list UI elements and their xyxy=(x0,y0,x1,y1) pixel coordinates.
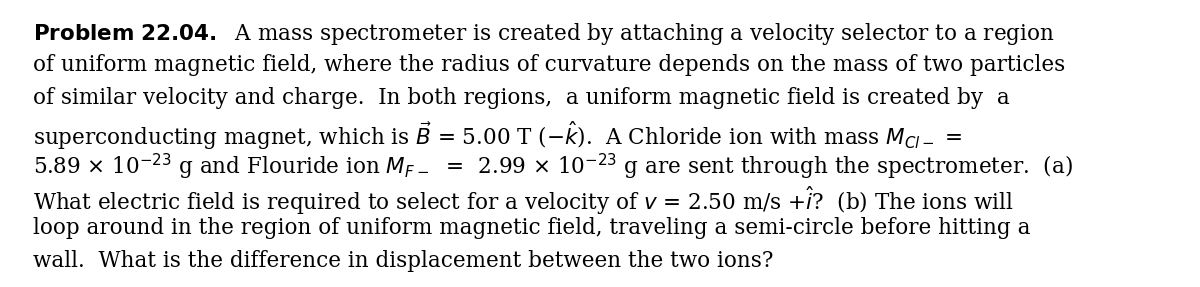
Text: $\mathbf{Problem\ 22.04.}$  A mass spectrometer is created by attaching a veloci: $\mathbf{Problem\ 22.04.}$ A mass spectr… xyxy=(34,21,1055,47)
Text: wall.  What is the difference in displacement between the two ions?: wall. What is the difference in displace… xyxy=(34,250,774,272)
Text: 5.89 $\times$ 10$^{-23}$ g and Flouride ion $M_{F-}$  =  2.99 $\times$ 10$^{-23}: 5.89 $\times$ 10$^{-23}$ g and Flouride … xyxy=(34,152,1073,182)
Text: loop around in the region of uniform magnetic field, traveling a semi-circle bef: loop around in the region of uniform mag… xyxy=(34,217,1031,239)
Text: superconducting magnet, which is $\vec{B}$ = 5.00 T ($-\hat{k}$).  A Chloride io: superconducting magnet, which is $\vec{B… xyxy=(34,119,962,152)
Text: of uniform magnetic field, where the radius of curvature depends on the mass of : of uniform magnetic field, where the rad… xyxy=(34,54,1066,76)
Text: What electric field is required to select for a velocity of $v$ = 2.50 m/s $+\ha: What electric field is required to selec… xyxy=(34,185,1014,218)
Text: of similar velocity and charge.  In both regions,  a uniform magnetic field is c: of similar velocity and charge. In both … xyxy=(34,87,1010,109)
